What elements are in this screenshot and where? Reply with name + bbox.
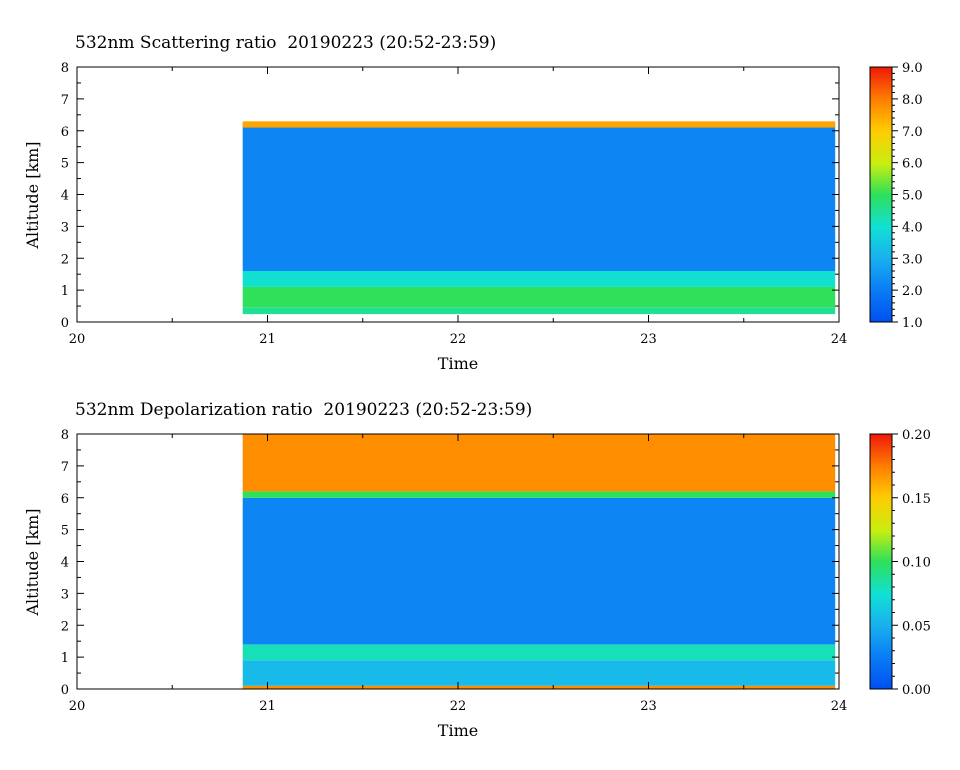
x-tick-label: 24 — [831, 332, 848, 347]
y-tick-label: 2 — [61, 619, 69, 634]
heatmap-layer — [242, 121, 836, 128]
heatmap-area — [242, 434, 836, 689]
heatmap-layer — [242, 660, 836, 686]
colorbar-tick-label: 1.0 — [902, 316, 923, 331]
colorbar-gradient — [869, 433, 893, 690]
y-axis-label: Altitude [km] — [23, 141, 42, 249]
y-tick-label: 1 — [61, 651, 69, 666]
colorbar-tick-label: 0.05 — [902, 619, 931, 634]
heatmap-layer — [242, 685, 836, 689]
x-axis-label: Time — [438, 354, 478, 373]
y-tick-label: 6 — [61, 492, 69, 507]
y-tick-label: 0 — [61, 683, 69, 698]
colorbar-tick-label: 3.0 — [902, 252, 923, 267]
y-tick-label: 3 — [61, 587, 69, 602]
colorbar: 0.00 0.05 0.10 0.15 0.20 — [869, 428, 931, 698]
colorbar-tick-label: 0.20 — [902, 428, 931, 443]
x-tick-label: 21 — [259, 332, 276, 347]
colorbar: 1.0 2.0 3.0 4.0 5.0 6.0 7.0 8.0 9.0 — [869, 61, 923, 331]
y-tick-label: 7 — [61, 93, 69, 108]
y-tick-label: 8 — [61, 61, 69, 76]
colorbar-tick-label: 7.0 — [902, 125, 923, 140]
y-tick-label: 3 — [61, 220, 69, 235]
y-tick-label: 4 — [61, 556, 69, 571]
y-tick-label: 7 — [61, 460, 69, 475]
heatmap-layer — [242, 124, 836, 272]
x-tick-label: 23 — [640, 332, 657, 347]
y-tick-label: 0 — [61, 316, 69, 331]
heatmap-layer — [242, 434, 836, 492]
colorbar-tick-label: 2.0 — [902, 284, 923, 299]
colorbar-tick-label: 0.10 — [902, 556, 931, 571]
colorbar-gradient — [869, 66, 893, 323]
y-tick-label: 1 — [61, 284, 69, 299]
heatmap-layer — [242, 644, 836, 661]
colorbar-tick-label: 0.15 — [902, 492, 931, 507]
heatmap-layer — [242, 67, 836, 122]
x-tick-label: 22 — [450, 332, 467, 347]
chart-title: 532nm Depolarization ratio 20190223 (20:… — [75, 400, 532, 420]
y-tick-label: 5 — [61, 524, 69, 539]
x-tick-label: 22 — [450, 699, 467, 714]
y-tick-label: 6 — [61, 125, 69, 140]
x-tick-label: 20 — [69, 699, 86, 714]
colorbar-tick-label: 5.0 — [902, 189, 923, 204]
x-tick-label: 20 — [69, 332, 86, 347]
heatmap-layer — [242, 271, 836, 287]
depolarization-ratio-panel: 532nm Depolarization ratio 20190223 (20:… — [23, 400, 931, 740]
colorbar-tick-label: 8.0 — [902, 93, 923, 108]
heatmap-layer — [242, 307, 836, 315]
y-tick-label: 8 — [61, 428, 69, 443]
heatmap-layer — [242, 286, 836, 308]
heatmap-layer — [242, 497, 836, 645]
colorbar-tick-label: 4.0 — [902, 220, 923, 235]
x-tick-label: 21 — [259, 699, 276, 714]
colorbar-tick-label: 0.00 — [902, 683, 931, 698]
y-axis-label: Altitude [km] — [23, 508, 42, 616]
chart-title: 532nm Scattering ratio 20190223 (20:52-2… — [75, 33, 496, 53]
heatmap-area — [242, 67, 836, 315]
scattering-ratio-panel: 532nm Scattering ratio 20190223 (20:52-2… — [23, 33, 923, 373]
x-axis-label: Time — [438, 721, 478, 740]
colorbar-tick-label: 6.0 — [902, 157, 923, 172]
x-tick-label: 24 — [831, 699, 848, 714]
colorbar-tick-label: 9.0 — [902, 61, 923, 76]
x-tick-label: 23 — [640, 699, 657, 714]
heatmap-layer — [242, 491, 836, 498]
y-tick-label: 5 — [61, 157, 69, 172]
y-tick-label: 2 — [61, 252, 69, 267]
y-tick-label: 4 — [61, 189, 69, 204]
